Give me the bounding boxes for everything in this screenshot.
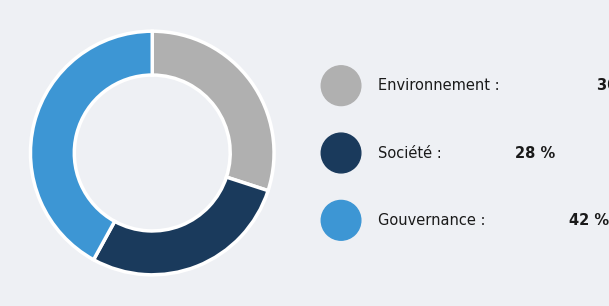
Circle shape xyxy=(322,66,361,106)
Text: 30 %: 30 % xyxy=(597,78,609,93)
Text: 42 %: 42 % xyxy=(569,213,609,228)
Circle shape xyxy=(322,133,361,173)
Wedge shape xyxy=(94,177,268,275)
Circle shape xyxy=(322,200,361,240)
Text: Société :: Société : xyxy=(378,145,446,161)
Text: 28 %: 28 % xyxy=(515,145,555,161)
Wedge shape xyxy=(152,31,274,191)
Wedge shape xyxy=(30,31,152,260)
Text: Environnement :: Environnement : xyxy=(378,78,504,93)
Text: Gouvernance :: Gouvernance : xyxy=(378,213,490,228)
